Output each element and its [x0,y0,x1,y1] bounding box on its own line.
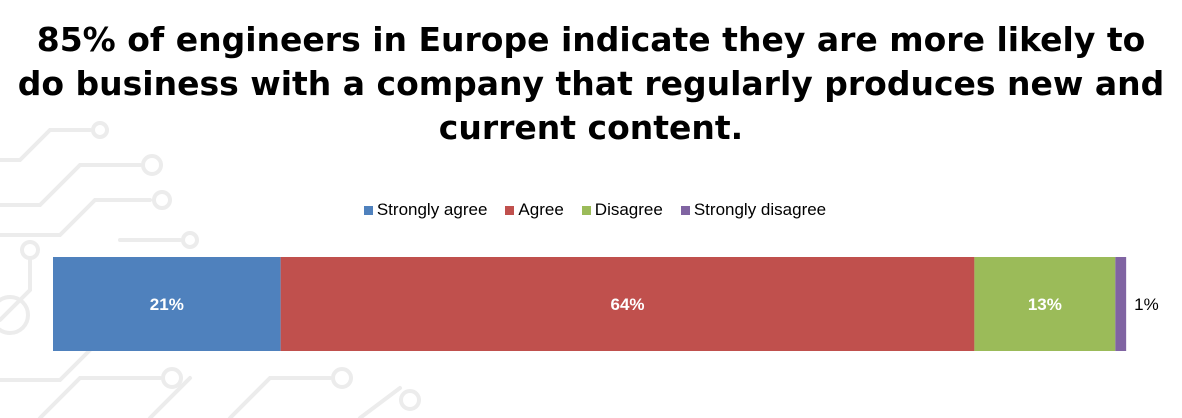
legend-label-agree: Agree [518,200,564,219]
legend-swatch-agree [505,205,515,215]
data-label-disagree: 13% [1028,295,1062,314]
legend-swatch-strongly-disagree [680,205,690,215]
legend-label-strongly-agree: Strongly agree [376,200,488,219]
bar-segment-strongly-disagree [1115,257,1127,351]
legend-swatch-strongly-agree [363,205,373,215]
legend-label-strongly-disagree: Strongly disagree [693,200,827,219]
chart-title: 85% of engineers in Europe indicate they… [0,18,1182,150]
legend-swatch-disagree [581,205,591,215]
bar-segment-strongly-agree [53,257,281,351]
legend-item-strongly-agree: Strongly agree [356,200,488,220]
legend-item-agree: Agree [497,200,564,220]
legend-label-disagree: Disagree [594,200,663,219]
data-label-strongly-agree: 21% [150,295,184,314]
chart-legend: Strongly agree Agree Disagree Strongly d… [0,200,1182,220]
title-line-1: 85% of engineers in Europe indicate they… [36,20,1146,59]
legend-item-disagree: Disagree [574,200,663,220]
bar-segment-disagree [974,257,1116,351]
data-label-agree: 64% [611,295,645,314]
title-line-2: do business with a company that regularl… [17,64,1165,103]
data-label-strongly-disagree: 1% [1134,295,1159,314]
bar-segment-agree [280,257,975,351]
title-line-3: current content. [438,108,744,147]
legend-item-strongly-disagree: Strongly disagree [673,200,826,220]
